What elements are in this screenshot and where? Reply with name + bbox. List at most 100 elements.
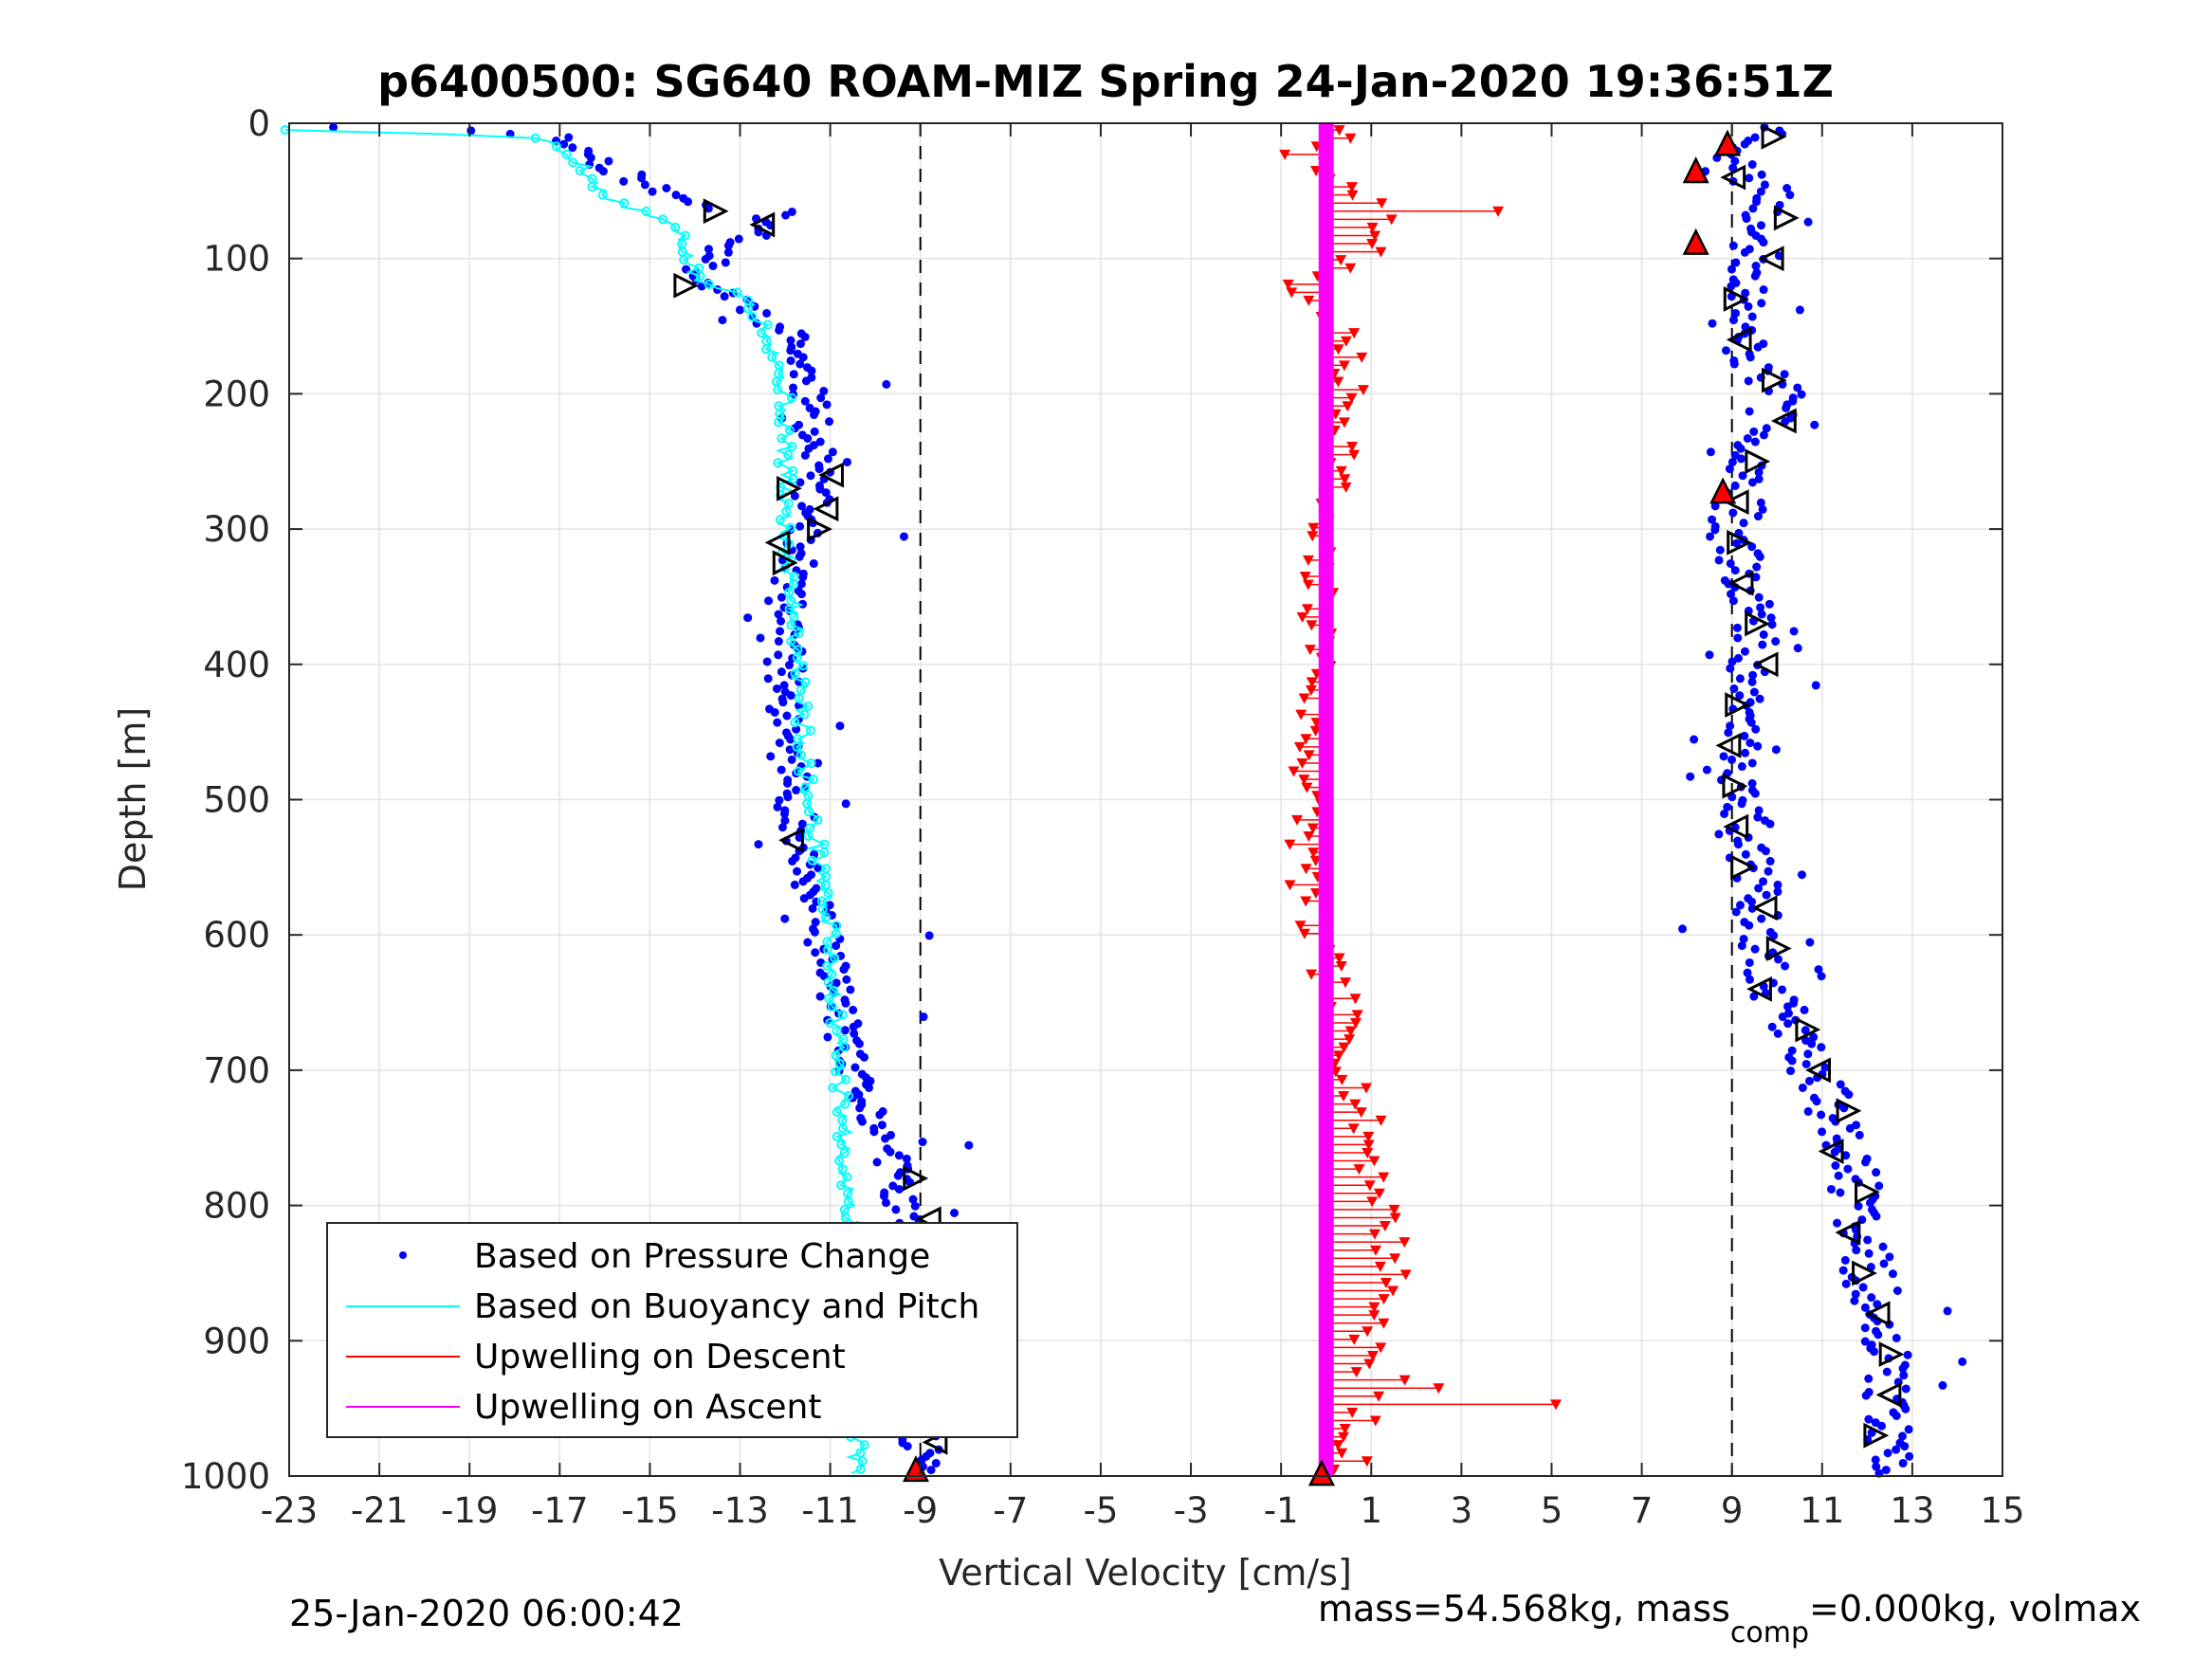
upwelling-descent-point: [1338, 360, 1350, 372]
pressure-ascent-point: [1782, 403, 1791, 412]
pressure-ascent-point: [1733, 840, 1743, 849]
pressure-descent-point: [763, 674, 773, 684]
x-tick-label: -19: [441, 1490, 498, 1531]
pressure-ascent-point: [1747, 677, 1757, 686]
pressure-ascent-point: [1844, 1090, 1854, 1100]
pressure-ascent-point: [1752, 197, 1762, 207]
pressure-ascent-point: [1783, 1019, 1793, 1029]
pressure-descent-point: [800, 332, 810, 341]
pressure-descent-point: [787, 755, 796, 764]
flag-marker: [1682, 228, 1709, 255]
buoyancy-point: [641, 206, 651, 216]
pressure-ascent-point: [1753, 342, 1763, 352]
ascent-turn-marker: [1852, 1260, 1877, 1286]
x-tick-label: -1: [1264, 1490, 1299, 1531]
pressure-ascent-point: [1811, 681, 1820, 690]
upwelling-descent-point: [1286, 287, 1298, 299]
pressure-ascent-point: [1678, 924, 1688, 934]
x-axis-ticks: -23 -21 -19 -17 -15 -13 -11 -9 -7 -5 -3 -1 1 3 5 7 9 11 13…: [261, 123, 2025, 1531]
pressure-descent-point: [800, 396, 810, 406]
buoyancy-point: [832, 1026, 842, 1036]
pressure-ascent-point: [1747, 160, 1757, 170]
upwelling-descent-point: [1388, 1204, 1400, 1215]
buoyancy-point: [742, 303, 753, 314]
upwelling-descent-point: [1387, 1285, 1399, 1297]
pressure-ascent-point: [1764, 866, 1773, 876]
y-tick-label: 500: [203, 780, 270, 821]
pressure-descent-point: [869, 1127, 879, 1137]
pressure-ascent-point: [1728, 596, 1738, 606]
pressure-ascent-point: [1726, 664, 1735, 673]
buoyancy-point: [568, 157, 578, 168]
buoyancy-point: [762, 319, 773, 330]
pressure-descent-point: [819, 387, 829, 396]
upwelling-descent-point: [1389, 1212, 1401, 1224]
pressure-descent-point: [770, 707, 779, 717]
pressure-descent-point: [704, 245, 713, 254]
pressure-ascent-point: [1814, 965, 1823, 975]
pressure-ascent-point: [1807, 1039, 1817, 1048]
buoyancy-point: [820, 912, 831, 922]
pressure-descent-point: [810, 427, 819, 436]
upwelling-descent-point: [1378, 1172, 1390, 1183]
pressure-descent-point: [778, 698, 788, 707]
buoyancy-point: [805, 725, 815, 736]
upwelling-descent-point: [1303, 831, 1315, 843]
pressure-ascent-point: [1904, 1425, 1913, 1434]
pressure-ascent-point: [1756, 603, 1765, 612]
x-tick-label: 11: [1800, 1490, 1844, 1531]
buoyancy-point: [783, 588, 794, 598]
descent-turn-marker: [772, 550, 798, 576]
pressure-descent-point: [816, 393, 826, 403]
pressure-ascent-point: [1881, 1466, 1891, 1475]
ascent-turn-marker: [1730, 854, 1757, 881]
pressure-ascent-point: [1727, 590, 1736, 599]
pressure-descent-point: [882, 1198, 891, 1208]
pressure-descent-point: [908, 1194, 918, 1204]
pressure-descent-point: [855, 1103, 865, 1113]
pressure-ascent-point: [1803, 1106, 1813, 1116]
upwelling-descent-point: [1348, 449, 1361, 461]
buoyancy-point: [774, 368, 784, 378]
pressure-ascent-point: [1877, 1421, 1887, 1431]
upwelling-descent-point: [1399, 1269, 1412, 1281]
pressure-descent-point: [840, 1026, 850, 1035]
buoyancy-point: [839, 1147, 850, 1158]
upwelling-descent-point: [1366, 239, 1379, 250]
pressure-ascent-point: [1746, 975, 1755, 984]
pressure-ascent-point: [1747, 778, 1757, 788]
pressure-descent-point: [774, 610, 783, 619]
pressure-ascent-point: [1743, 433, 1752, 443]
upwelling-descent-point: [1309, 725, 1322, 737]
buoyancy-point: [799, 709, 810, 720]
pressure-ascent-point: [1726, 558, 1735, 568]
pressure-ascent-point: [1686, 772, 1695, 781]
pressure-ascent-point: [1757, 299, 1766, 308]
buoyancy-point: [830, 953, 840, 963]
upwelling-descent-point: [1349, 1099, 1362, 1110]
y-tick-label: 0: [247, 103, 270, 144]
ascent-turn-marker: [1758, 246, 1784, 272]
pressure-ascent-point: [1756, 221, 1765, 230]
pressure-ascent-point: [1789, 627, 1799, 636]
ascent-turn-marker: [1745, 611, 1771, 637]
pressure-ascent-point: [1741, 748, 1750, 757]
upwelling-descent-point: [1302, 579, 1314, 591]
pressure-ascent-point: [1773, 1029, 1782, 1038]
upwelling-descent-point: [1378, 1318, 1390, 1329]
pressure-ascent-point: [1735, 674, 1745, 684]
buoyancy-point: [807, 855, 817, 866]
pressure-ascent-point: [1778, 985, 1787, 994]
pressure-ascent-point: [1759, 285, 1768, 295]
buoyancy-point: [790, 668, 800, 679]
buoyancy-point: [619, 198, 630, 209]
pressure-descent-point: [795, 339, 805, 349]
pressure-descent-point: [774, 650, 783, 660]
pressure-ascent-point: [1817, 1043, 1826, 1052]
pressure-descent-point: [849, 1005, 858, 1014]
pressure-descent-point: [798, 877, 808, 886]
ascent-turn-marker: [1746, 975, 1772, 1002]
buoyancy-point: [813, 814, 823, 825]
pressure-ascent-point: [1797, 870, 1806, 880]
pressure-descent-point: [787, 207, 796, 216]
